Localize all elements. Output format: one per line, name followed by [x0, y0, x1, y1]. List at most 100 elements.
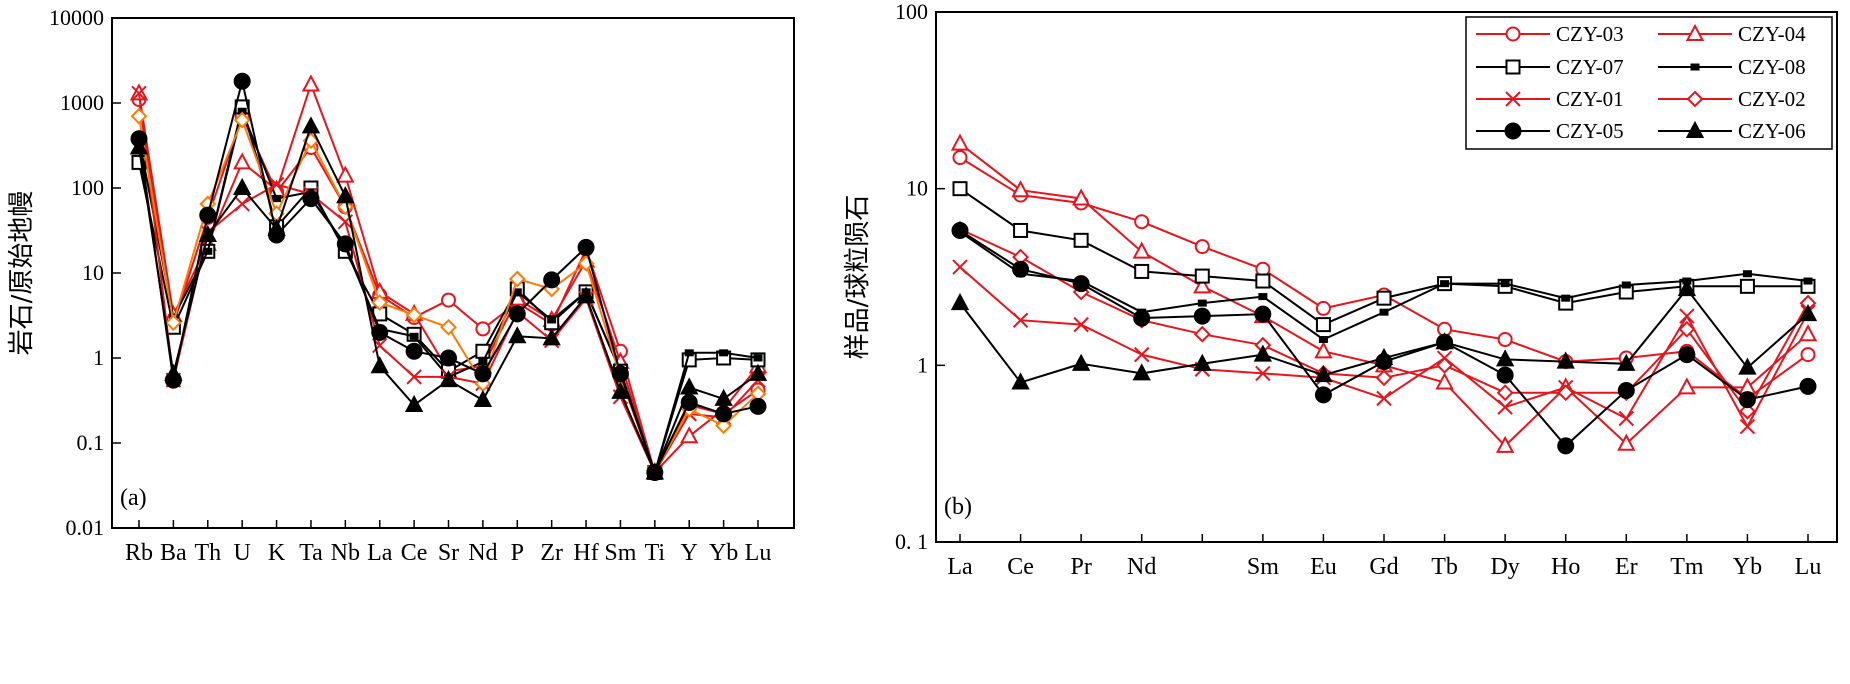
series-line — [959, 229, 1809, 448]
x-tick-label-a: Zr — [540, 540, 563, 566]
data-point — [1134, 346, 1150, 363]
x-tick-label-a: Ti — [645, 540, 666, 566]
data-point — [1072, 275, 1090, 293]
data-point — [1315, 300, 1331, 316]
x-tick-label-b: Gd — [1369, 554, 1398, 580]
data-point — [1739, 278, 1755, 294]
x-tick-label-b: Ce — [1007, 554, 1034, 580]
data-point — [164, 363, 183, 381]
x-tick-label-b: Ho — [1551, 554, 1580, 580]
y-tick-label-a: 1 — [93, 345, 104, 370]
data-point — [952, 259, 968, 275]
data-point — [542, 328, 561, 346]
data-point — [1255, 365, 1271, 382]
data-point — [1739, 402, 1756, 420]
legend-marker — [1686, 90, 1704, 108]
y-tick-label-b: 0. 1 — [895, 529, 928, 554]
data-point — [1193, 276, 1212, 294]
data-point — [1497, 399, 1513, 415]
y-tick-label-a: 0.1 — [77, 430, 105, 455]
data-point — [1621, 281, 1631, 289]
data-point — [951, 221, 969, 239]
data-point — [1738, 391, 1756, 409]
data-point — [198, 224, 217, 242]
data-point — [714, 388, 733, 406]
data-point — [232, 177, 252, 195]
data-point — [1678, 320, 1696, 338]
data-point — [1314, 365, 1333, 383]
data-point — [131, 85, 147, 102]
data-point — [1496, 366, 1514, 384]
x-tick-label-a: Th — [194, 540, 221, 566]
x-tick-label-a: Rb — [125, 540, 153, 566]
data-point — [1440, 280, 1450, 288]
x-tick-label-a: Nb — [331, 540, 360, 566]
data-point — [950, 133, 970, 151]
data-point — [508, 326, 527, 344]
x-tick-label-a: Ta — [299, 540, 323, 566]
legend-item-czy-03: CZY-03 — [1476, 22, 1624, 46]
x-tick-label-b: Eu — [1310, 554, 1337, 580]
legend-item-czy-01: CZY-01 — [1476, 87, 1624, 111]
data-point — [1738, 357, 1757, 375]
data-point — [370, 356, 389, 374]
data-point — [336, 235, 354, 253]
legend-marker — [1505, 91, 1521, 107]
data-point — [336, 186, 355, 204]
data-point — [1193, 325, 1211, 343]
series-czy-06-b — [950, 279, 1818, 390]
x-tick-label-b: Tm — [1670, 554, 1704, 580]
x-tick-label-a: Sm — [604, 540, 636, 566]
y-tick-label-b: 10 — [906, 176, 928, 201]
legend-marker — [1685, 120, 1705, 138]
data-point — [1556, 351, 1575, 369]
data-point — [1618, 410, 1634, 427]
series-line — [138, 102, 759, 476]
data-point — [475, 321, 491, 337]
data-point — [1495, 435, 1515, 453]
x-tick-label-b: Tb — [1431, 554, 1458, 580]
data-point — [1193, 307, 1211, 325]
plot-frame-b — [935, 11, 1838, 543]
data-point — [405, 342, 423, 360]
data-point — [719, 349, 729, 357]
legend-marker — [1505, 26, 1521, 42]
legend-label: CZY-01 — [1556, 87, 1624, 111]
data-point — [1557, 437, 1575, 455]
series-czy-07-b — [952, 181, 1816, 333]
x-tick-label-a: U — [233, 540, 250, 566]
y-tick-label-a: 10000 — [49, 5, 104, 30]
data-point — [1012, 312, 1029, 328]
data-point — [1254, 305, 1272, 323]
data-point — [749, 397, 767, 415]
series-czy-08-b — [955, 228, 1813, 344]
x-tick-label-a: Yb — [709, 540, 738, 566]
x-tick-label-a: Hf — [573, 540, 598, 566]
data-point — [1134, 263, 1150, 279]
series-czy-08-a — [134, 107, 763, 476]
data-point — [1374, 347, 1394, 366]
x-tick-label-b: Dy — [1490, 554, 1519, 580]
data-point — [1803, 277, 1813, 285]
data-point — [1617, 353, 1636, 371]
legend-item-czy-02: CZY-02 — [1658, 87, 1806, 111]
data-point — [406, 369, 422, 385]
legend-item-czy-04: CZY-04 — [1658, 22, 1806, 46]
data-point — [478, 358, 488, 366]
data-point — [1376, 390, 1392, 407]
panel-label-a: (a) — [120, 485, 147, 511]
legend-label: CZY-08 — [1738, 55, 1806, 79]
legend-label: CZY-06 — [1738, 119, 1806, 143]
data-point — [952, 150, 968, 166]
data-point — [715, 417, 733, 435]
x-tick-label-b: Lu — [1795, 554, 1822, 580]
data-point — [1071, 188, 1091, 206]
data-point — [1315, 317, 1331, 333]
data-point — [680, 426, 699, 444]
legend: CZY-03 CZY-04 CZY-07 CZY-08 CZY-01 CZY-02 CZY-… — [1465, 16, 1833, 150]
data-point — [1561, 294, 1571, 302]
y-tick-label-a: 100 — [71, 175, 104, 200]
data-point — [1073, 316, 1089, 333]
legend-label: CZY-03 — [1556, 22, 1624, 46]
axes-a: 10000 1000 100 10 1 0.1 0.01 Rb Ba Th U K Ta Nb La Ce Sr… — [49, 5, 771, 566]
